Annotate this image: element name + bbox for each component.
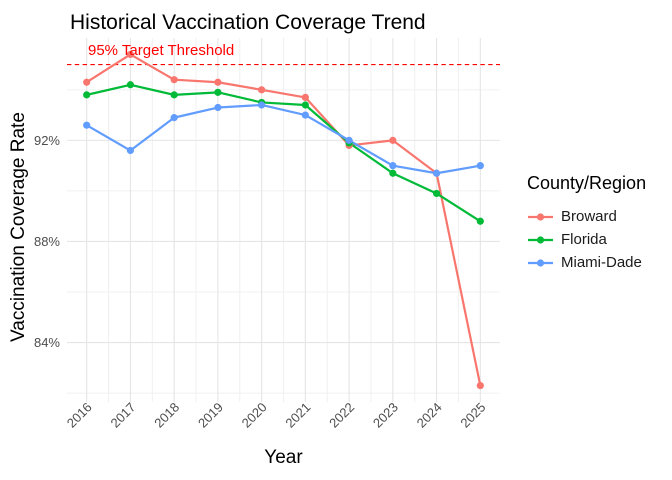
- data-point-florida-2018: [170, 91, 178, 99]
- x-tick-label: 2016: [64, 400, 95, 431]
- data-point-miami-dade-2019: [214, 103, 222, 112]
- data-point-florida-2025: [476, 217, 484, 225]
- data-point-broward-2017: [126, 50, 135, 59]
- data-point-miami-dade-2025: [476, 162, 484, 170]
- data-point-broward-2020: [258, 86, 266, 94]
- data-point-broward-2025: [476, 381, 484, 390]
- data-point-broward-2018: [170, 76, 178, 84]
- x-tick-label: 2019: [195, 400, 226, 431]
- data-point-florida-2019: [214, 88, 222, 96]
- x-tick-label: 2021: [282, 400, 313, 431]
- data-point-broward-2023: [389, 136, 397, 144]
- data-point-miami-dade-2017: [126, 146, 135, 155]
- data-point-florida-2023: [389, 169, 397, 177]
- series-line-florida: [85, 83, 482, 223]
- legend-key-line-point-icon: [528, 235, 553, 244]
- legend-key-line-point-icon: [528, 258, 553, 267]
- x-tick-label: 2023: [370, 400, 401, 431]
- legend-label: Florida: [561, 231, 607, 248]
- data-point-miami-dade-2024: [432, 169, 441, 177]
- legend-item-broward: Broward: [527, 205, 646, 228]
- data-point-florida-2016: [83, 91, 91, 99]
- plot-title: Historical Vaccination Coverage Trend: [70, 11, 426, 34]
- data-point-florida-2021: [301, 101, 309, 109]
- y-axis-title: Vaccination Coverage Rate: [8, 112, 29, 342]
- legend-key-line-point-icon: [528, 212, 553, 221]
- data-point-miami-dade-2020: [258, 101, 266, 109]
- data-point-broward-2019: [214, 78, 222, 86]
- x-tick-label: 2022: [326, 400, 357, 431]
- y-tick-label: 84%: [34, 335, 60, 350]
- data-point-florida-2024: [432, 189, 441, 198]
- data-point-miami-dade-2016: [83, 121, 91, 129]
- data-point-miami-dade-2023: [389, 162, 397, 170]
- data-point-miami-dade-2022: [345, 136, 353, 144]
- data-point-miami-dade-2018: [170, 114, 178, 122]
- data-point-broward-2021: [301, 93, 309, 102]
- y-tick-label: 92%: [34, 133, 60, 148]
- x-tick-label: 2020: [239, 400, 270, 431]
- legend-rows: Broward Florida Miami-Dade: [527, 205, 646, 274]
- legend-item-florida: Florida: [527, 228, 646, 251]
- threshold-label: 95% Target Threshold: [88, 42, 235, 59]
- x-tick-label: 2025: [457, 400, 488, 431]
- x-axis-title: Year: [264, 447, 303, 468]
- x-tick-label: 2017: [107, 400, 138, 431]
- x-tick-label: 2024: [414, 400, 445, 431]
- data-point-broward-2016: [83, 78, 91, 86]
- legend-label: Miami-Dade: [561, 254, 642, 271]
- legend-title: County/Region: [527, 173, 647, 193]
- series-line-miami-dade: [85, 103, 482, 175]
- legend-label: Broward: [561, 208, 617, 225]
- legend-item-miami-dade: Miami-Dade: [527, 251, 646, 274]
- data-point-miami-dade-2021: [301, 111, 309, 119]
- data-point-florida-2017: [126, 81, 135, 89]
- series-line-broward: [85, 53, 482, 387]
- y-tick-label: 88%: [34, 234, 60, 249]
- legend: County/Region Broward Florida Miami-Dade: [527, 172, 646, 274]
- x-tick-label: 2018: [151, 400, 182, 431]
